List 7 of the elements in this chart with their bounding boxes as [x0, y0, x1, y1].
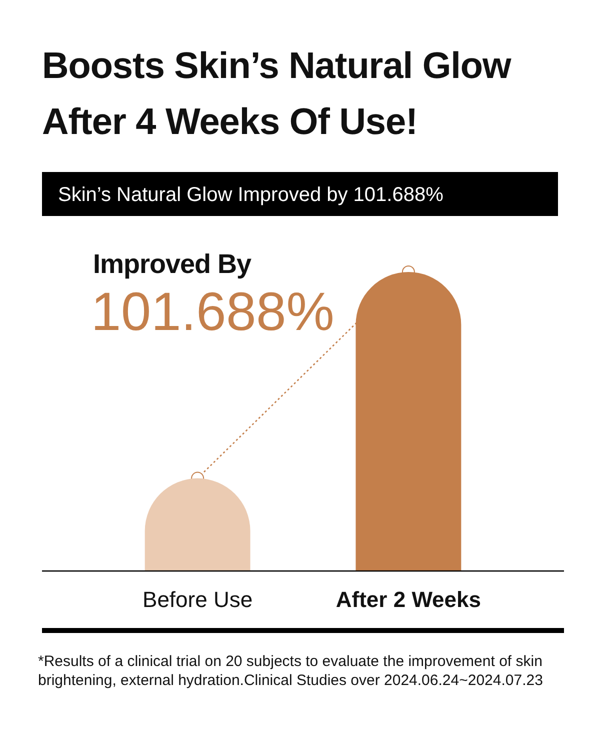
x-tick-label: After 2 Weeks [336, 587, 481, 612]
text: *Results of a clinical trial on 20 subjects to evaluate the improvement of skin brightening, external hydration.Clinical Studies over 2024.06.24~2024.07.23 [38, 653, 543, 689]
chart-subtitle: Skin’s Natural Glow Improved by 101.688% [58, 184, 444, 206]
annotation: 101.688% [91, 282, 334, 342]
x-tick-label: Before Use [142, 587, 253, 612]
chart-title: Boosts Skin’s Natural Glow After 4 Weeks Of Use! [42, 45, 512, 142]
annotation: Improved By [93, 249, 252, 279]
